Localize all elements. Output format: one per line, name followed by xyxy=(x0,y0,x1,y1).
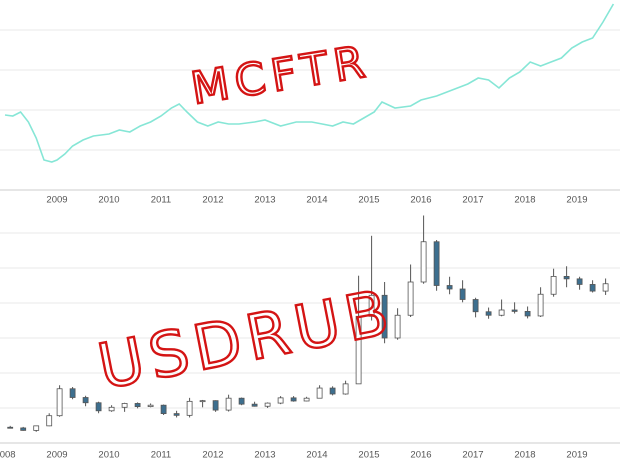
x-tick-label: 2012 xyxy=(202,195,223,206)
candle-body xyxy=(550,275,557,295)
candle-body xyxy=(33,425,40,431)
x-tick-label: 2016 xyxy=(410,450,431,461)
candle-body xyxy=(433,241,440,286)
candle-body xyxy=(277,397,284,404)
annotation: MCFTR xyxy=(188,36,374,115)
candle-body xyxy=(134,403,141,408)
x-tick-label: 2011 xyxy=(151,195,171,206)
candle-body xyxy=(485,311,492,316)
candle-body xyxy=(316,387,323,399)
x-tick-label: 2008 xyxy=(0,450,16,461)
candle-body xyxy=(199,400,206,403)
candle-body xyxy=(394,314,401,339)
candle-body xyxy=(459,288,466,300)
candle-body xyxy=(498,309,505,316)
candle-body xyxy=(563,275,570,280)
candle-body xyxy=(173,413,180,416)
candle-body xyxy=(20,427,27,431)
x-tick-label: 2013 xyxy=(254,195,275,206)
candle-body xyxy=(225,397,232,411)
candle-body xyxy=(186,400,193,416)
x-tick-label: 2012 xyxy=(202,450,223,461)
x-tick-label: 2018 xyxy=(514,450,535,461)
x-tick-label: 2009 xyxy=(46,195,67,206)
candle-body xyxy=(368,294,375,317)
x-tick-label: 2019 xyxy=(566,450,587,461)
x-tick-label: 2013 xyxy=(254,450,275,461)
candle-body xyxy=(407,281,414,316)
candle-body xyxy=(589,284,596,292)
candle-body xyxy=(46,415,53,427)
x-tick-label: 2009 xyxy=(46,450,67,461)
candle-body xyxy=(472,299,479,313)
candle-body xyxy=(121,403,128,408)
candle-body xyxy=(381,294,388,339)
x-tick-label: 2016 xyxy=(410,195,431,206)
candle-body xyxy=(576,278,583,285)
candle-body xyxy=(602,283,609,292)
candle-body xyxy=(290,397,297,402)
x-tick-label: 2010 xyxy=(98,195,119,206)
candle-body xyxy=(329,387,336,395)
candle-body xyxy=(69,388,76,398)
candle-body xyxy=(264,402,271,407)
candle-body xyxy=(420,241,427,283)
candle-body xyxy=(238,397,245,405)
candle-body xyxy=(82,397,89,404)
candle-body xyxy=(524,310,531,317)
candle-body xyxy=(511,309,518,312)
x-tick-label: 2018 xyxy=(514,195,535,206)
x-tick-label: 2014 xyxy=(306,450,327,461)
candle-body xyxy=(446,285,453,290)
candle-body xyxy=(251,403,258,407)
candle-body xyxy=(160,404,167,415)
candle-body xyxy=(537,293,544,317)
candle-body xyxy=(7,426,14,429)
candle-body xyxy=(147,404,154,408)
x-tick-label: 2014 xyxy=(306,195,327,206)
x-tick-label: 2017 xyxy=(462,195,483,206)
x-tick-label: 2017 xyxy=(462,450,483,461)
annotation: USDRUB xyxy=(92,275,400,404)
candle-body xyxy=(303,397,310,402)
x-tick-label: 2011 xyxy=(151,450,171,461)
x-tick-label: 2015 xyxy=(358,195,379,206)
candle-body xyxy=(212,400,219,411)
candle-body xyxy=(95,402,102,412)
candle-body xyxy=(56,388,63,417)
line-series xyxy=(4,3,615,163)
candle-body xyxy=(355,315,362,385)
candle-body xyxy=(108,406,115,412)
candle-body xyxy=(342,383,349,395)
x-tick-label: 2019 xyxy=(566,195,587,206)
x-tick-label: 2010 xyxy=(98,450,119,461)
x-tick-label: 2015 xyxy=(358,450,379,461)
